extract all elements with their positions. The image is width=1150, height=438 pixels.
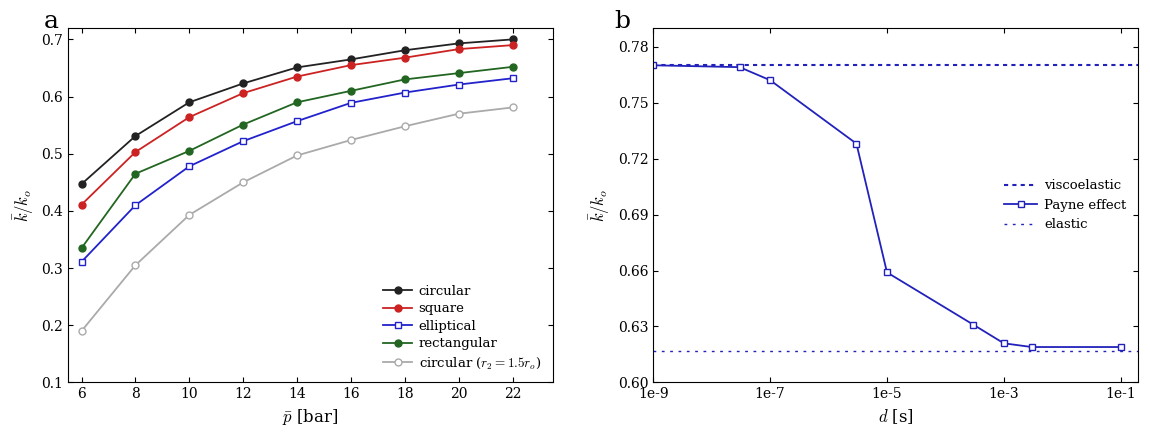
square	[75, 202, 89, 207]
elliptical	[452, 82, 466, 87]
square	[398, 55, 412, 60]
rectangular	[398, 77, 412, 82]
rectangular	[129, 171, 143, 177]
rectangular	[290, 100, 304, 105]
circular	[129, 134, 143, 139]
circular	[236, 81, 250, 86]
elliptical	[129, 203, 143, 208]
circular ($r_2 = 1.5r_o$)	[236, 180, 250, 185]
square	[290, 74, 304, 79]
elliptical	[398, 90, 412, 95]
Line: rectangular: rectangular	[78, 64, 516, 251]
circular ($r_2 = 1.5r_o$)	[506, 105, 520, 110]
circular	[183, 100, 197, 105]
elliptical	[236, 138, 250, 144]
X-axis label: $d$ [s]: $d$ [s]	[877, 407, 914, 426]
circular	[506, 37, 520, 42]
circular ($r_2 = 1.5r_o$)	[452, 111, 466, 117]
Line: elliptical: elliptical	[78, 75, 516, 265]
rectangular	[75, 245, 89, 251]
Line: circular: circular	[78, 36, 516, 187]
Text: b: b	[614, 10, 630, 33]
circular	[75, 181, 89, 187]
elliptical	[344, 100, 358, 106]
elliptical	[506, 76, 520, 81]
elliptical	[290, 119, 304, 124]
circular ($r_2 = 1.5r_o$)	[344, 138, 358, 143]
Y-axis label: $\bar{k}/k_o$: $\bar{k}/k_o$	[12, 189, 36, 222]
elliptical	[75, 259, 89, 265]
Text: a: a	[44, 10, 59, 33]
square	[129, 149, 143, 155]
Y-axis label: $\bar{k}/k_o$: $\bar{k}/k_o$	[588, 189, 612, 222]
rectangular	[506, 64, 520, 70]
square	[183, 115, 197, 120]
circular ($r_2 = 1.5r_o$)	[183, 212, 197, 218]
circular ($r_2 = 1.5r_o$)	[290, 153, 304, 158]
circular	[344, 57, 358, 62]
rectangular	[344, 88, 358, 93]
square	[344, 63, 358, 68]
square	[452, 46, 466, 52]
X-axis label: $\bar{p}$ [bar]: $\bar{p}$ [bar]	[283, 407, 338, 427]
circular	[398, 48, 412, 53]
circular ($r_2 = 1.5r_o$)	[75, 328, 89, 334]
square	[236, 91, 250, 96]
circular	[290, 65, 304, 70]
Line: square: square	[78, 42, 516, 208]
Legend: viscoelastic, Payne effect, elastic: viscoelastic, Payne effect, elastic	[999, 174, 1132, 237]
rectangular	[183, 148, 197, 154]
rectangular	[452, 71, 466, 76]
elliptical	[183, 164, 197, 169]
circular ($r_2 = 1.5r_o$)	[398, 124, 412, 129]
Line: circular ($r_2 = 1.5r_o$): circular ($r_2 = 1.5r_o$)	[78, 104, 516, 335]
Legend: circular, square, elliptical, rectangular, circular ($r_2 = 1.5r_o$): circular, square, elliptical, rectangula…	[378, 279, 546, 376]
square	[506, 42, 520, 48]
rectangular	[236, 122, 250, 127]
circular	[452, 41, 466, 46]
circular ($r_2 = 1.5r_o$)	[129, 263, 143, 268]
